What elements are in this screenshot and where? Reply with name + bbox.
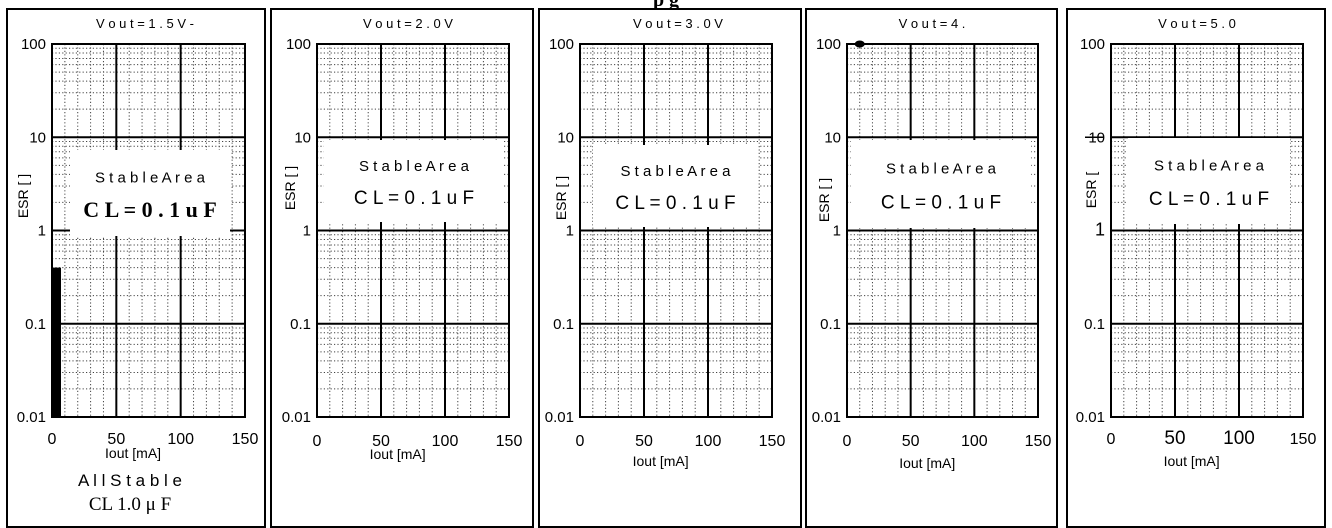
chart-2-plot-frame — [316, 43, 510, 418]
chart-3-x-tick-label: 100 — [695, 433, 722, 450]
chart-4-y-tick-label: 10 — [824, 129, 841, 146]
chart-2-stable-area-label: S t a b l e A r e a — [359, 158, 470, 175]
chart-5-y-axis-label: ESR [ — [1083, 172, 1099, 209]
chart-3-x-tick-label: 0 — [576, 433, 585, 450]
chart-5-plot — [1111, 44, 1303, 417]
chart-5-y-tick-label: 100 — [1080, 36, 1105, 53]
chart-4-stable-area-box — [851, 140, 1031, 228]
chart-5-title: V o u t = 5 . 0 — [1158, 16, 1236, 31]
chart-1-capacitance-label: C L = 0 . 1 u F — [83, 197, 217, 222]
chart-5-x-tick-label: 100 — [1223, 428, 1255, 449]
chart-3-x-tick-label: 50 — [635, 433, 653, 450]
chart-4-y-tick-label: 1 — [833, 223, 841, 240]
chart-1-stable-area-box — [70, 150, 230, 236]
chart-1-y-tick-label: 0.1 — [25, 316, 46, 333]
chart-3-y-tick-label: 0.01 — [545, 409, 574, 426]
chart-1-footer-capacitance: CL 1.0 μ F — [89, 494, 171, 515]
chart-4-x-tick-label: 100 — [961, 433, 988, 450]
chart-5-y-tick-label: 0.1 — [1084, 316, 1105, 333]
chart-3-stable-area-box — [593, 145, 758, 227]
chart-5-plot-frame — [1110, 43, 1304, 418]
chart-1-y-tick-label: 10 — [29, 129, 46, 146]
chart-4-marker-point — [854, 40, 865, 48]
chart-5-y-tick-label: 0.01 — [1076, 409, 1105, 426]
chart-1-x-tick-label: 150 — [232, 431, 259, 448]
chart-3-title: V o u t = 3 . 0 V — [633, 16, 723, 31]
chart-2-stable-area-box — [324, 140, 504, 222]
chart-5-x-tick-label: 0 — [1107, 431, 1116, 448]
chart-2-x-tick-label: 50 — [372, 433, 390, 450]
chart-1-x-tick-label: 100 — [167, 431, 194, 448]
chart-3-y-tick-label: 1 — [566, 223, 574, 240]
chart-3-y-tick-label: 10 — [557, 129, 574, 146]
chart-2-capacitance-label: C L = 0 . 1 u F — [354, 188, 474, 209]
chart-2-plot — [317, 44, 509, 417]
chart-5-stable-area-box — [1128, 138, 1290, 224]
chart-5-y-tick-label: 1 — [1095, 220, 1105, 240]
chart-1-plot-frame — [51, 43, 246, 418]
chart-3-y-tick-label: 100 — [549, 36, 574, 53]
chart-3-plot-frame — [579, 43, 773, 418]
chart-1-y-axis-label: ESR [ ] — [15, 174, 31, 218]
chart-1-x-tick-label: 50 — [107, 431, 125, 448]
chart-3-plot — [580, 44, 772, 417]
chart-1-footer-all-stable: A l l S t a b l e — [78, 471, 182, 490]
chart-4-plot — [847, 44, 1038, 417]
chart-1-x-axis-label: Iout [mA] — [105, 445, 161, 461]
chart-1-y-tick-label: 1 — [38, 223, 46, 240]
chart-4-y-tick-label: 100 — [816, 36, 841, 53]
chart-2-x-axis-label: Iout [mA] — [370, 446, 426, 462]
chart-5-capacitance-label: C L = 0 . 1 u F — [1149, 189, 1269, 210]
chart-5-stable-area-label: S t a b l e A r e a — [1154, 158, 1265, 175]
chart-5-x-tick-label: 50 — [1164, 428, 1185, 449]
chart-2-y-tick-label: 0.01 — [282, 409, 311, 426]
chart-3-x-tick-label: 150 — [759, 433, 786, 450]
chart-4-y-axis-label: ESR [ ] — [816, 178, 832, 222]
chart-4-x-tick-label: 50 — [902, 433, 920, 450]
chart-1-title: V o u t = 1 . 5 V - — [96, 16, 194, 31]
chart-1-stable-area-label: S t a b l e A r e a — [95, 170, 206, 187]
chart-3-y-tick-label: 0.1 — [553, 316, 574, 333]
chart-2-x-tick-label: 0 — [313, 433, 322, 450]
page-title: p g — [652, 0, 680, 11]
chart-1-x-tick-label: 0 — [48, 431, 57, 448]
chart-5-x-axis-label: Iout [mA] — [1164, 453, 1220, 469]
chart-2-y-tick-label: 10 — [294, 129, 311, 146]
chart-4-capacitance-label: C L = 0 . 1 u F — [881, 193, 1001, 214]
esr-stability-charts: S t a b l e A r e a C L = 0 . 1 u F V o u … — [15, 16, 1317, 515]
chart-4-x-axis-label: Iout [mA] — [899, 455, 955, 471]
chart-3-y-axis-label: ESR [ ] — [553, 176, 569, 220]
chart-1-unstable-bar — [52, 267, 62, 417]
chart-1-y-tick-label: 0.01 — [17, 409, 46, 426]
chart-3-x-axis-label: Iout [mA] — [633, 453, 689, 469]
chart-2-y-tick-label: 0.1 — [290, 316, 311, 333]
chart-5-x-tick-label: 150 — [1290, 431, 1317, 448]
chart-4-stable-area-label: S t a b l e A r e a — [886, 160, 997, 177]
chart-2-x-tick-label: 150 — [496, 433, 523, 450]
chart-4-x-tick-label: 150 — [1025, 433, 1052, 450]
chart-3-stable-area-label: S t a b l e A r e a — [620, 163, 731, 180]
chart-panel-1 — [6, 8, 266, 528]
chart-2-x-tick-label: 100 — [432, 433, 459, 450]
chart-2-title: V o u t = 2 . 0 V — [363, 16, 453, 31]
chart-4-y-tick-label: 0.1 — [820, 316, 841, 333]
chart-4-title: V o u t = 4 . — [899, 16, 966, 31]
chart-2-y-tick-label: 1 — [303, 223, 311, 240]
chart-3-capacitance-label: C L = 0 . 1 u F — [615, 193, 735, 214]
chart-2-y-tick-label: 100 — [286, 36, 311, 53]
chart-1-y-tick-label: 100 — [21, 36, 46, 53]
chart-4-y-tick-label: 0.01 — [812, 409, 841, 426]
chart-4-x-tick-label: 0 — [843, 433, 852, 450]
chart-2-y-axis-label: ESR [ ] — [282, 166, 298, 210]
chart-4-plot-frame — [846, 43, 1039, 418]
